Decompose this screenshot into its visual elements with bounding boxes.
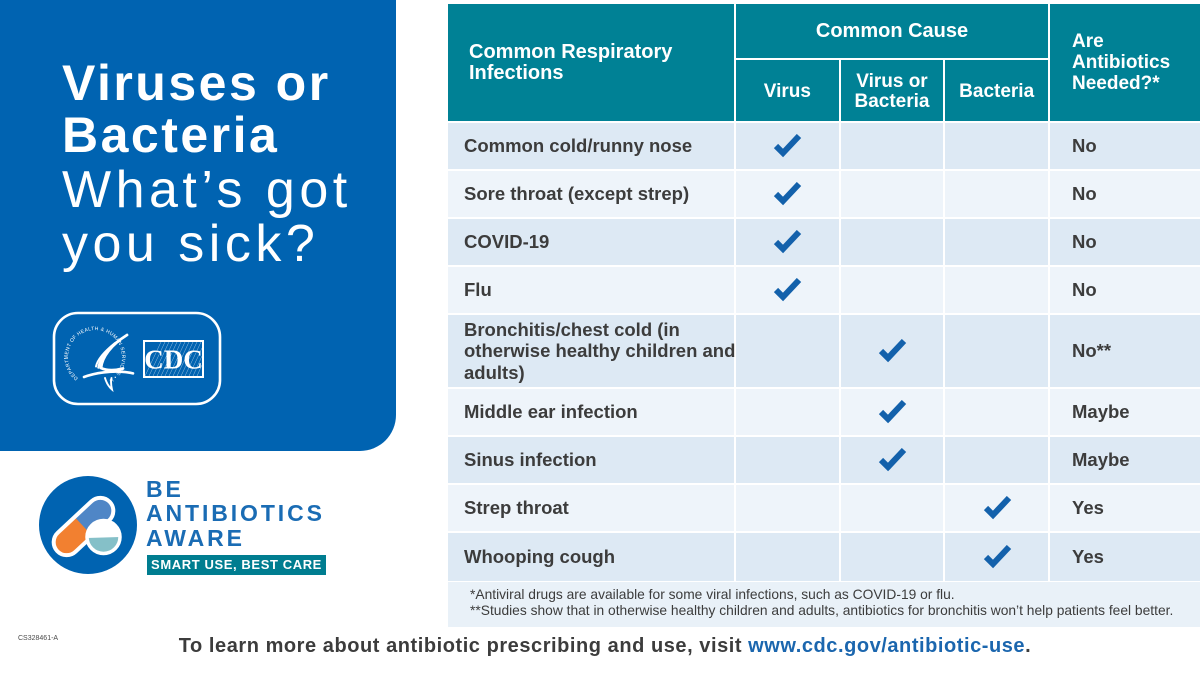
- svg-text:CDC: CDC: [144, 345, 203, 375]
